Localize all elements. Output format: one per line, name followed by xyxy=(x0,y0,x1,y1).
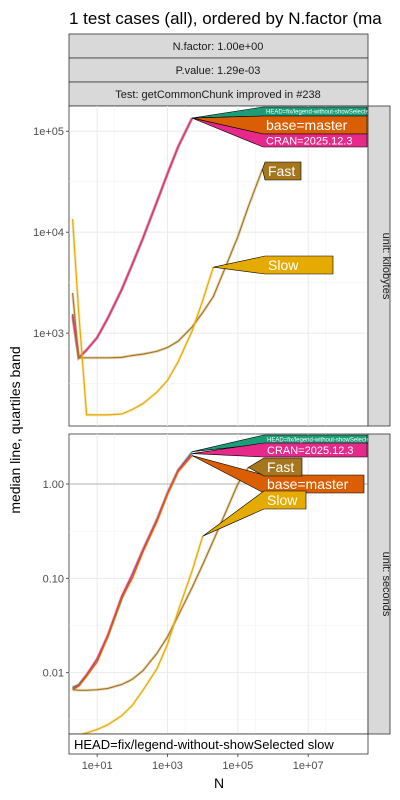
series-line-fast xyxy=(72,467,249,691)
direct-label-shape-cran xyxy=(192,442,368,458)
strip-nfactor: N.factor: 1.00e+00 xyxy=(68,33,369,59)
series-line-slow xyxy=(72,218,214,416)
direct-label-shape-slow xyxy=(202,490,307,537)
strip-pvalue-text: P.value: 1.29e-03 xyxy=(176,65,261,77)
y-axis-title: median line, quartiles band xyxy=(7,346,23,513)
direct-label-head: HEAD=fix/legend-without-showSelected xyxy=(266,110,372,116)
direct-label-base: base=master xyxy=(266,117,348,133)
label-layer: HEAD=fix/legend-without-showSelectedbase… xyxy=(191,106,373,537)
strip-pvalue: P.value: 1.29e-03 xyxy=(68,57,369,83)
series-line-base xyxy=(72,455,193,691)
direct-label-fast: Fast xyxy=(268,163,295,179)
y-tick-label: 0.10 xyxy=(43,573,64,585)
axis-layer: 1e+03 1e+04 1e+05 0.01 0.10 1.00 1e+01 1e+03 1e+… xyxy=(33,126,324,772)
direct-label-cran: CRAN=2025.12.3 xyxy=(267,445,354,457)
strip-nfactor-text: N.factor: 1.00e+00 xyxy=(173,41,264,53)
direct-label-shape-base xyxy=(191,455,365,494)
legend-text: HEAD=fix/legend-without-showSelected slo… xyxy=(74,737,334,752)
direct-label-fast: Fast xyxy=(267,459,294,475)
strip-unit-seconds: unit: seconds xyxy=(367,433,392,735)
y-tick-label: 1e+04 xyxy=(33,227,64,239)
y-tick-label: 0.01 xyxy=(43,668,64,680)
series-layer xyxy=(71,117,264,737)
direct-label-cran: CRAN=2025.12.3 xyxy=(266,135,353,147)
x-tick-label: 1e+07 xyxy=(293,760,324,772)
y-tick-label: 1e+03 xyxy=(33,328,64,340)
direct-label-base: base=master xyxy=(267,476,349,492)
y-tick-label: 1.00 xyxy=(43,479,64,491)
unit-kilobytes-text: unit: kilobytes xyxy=(380,233,392,300)
strip-test-text: Test: getCommonChunk improved in #238 xyxy=(115,89,320,101)
legend-box: HEAD=fix/legend-without-showSelected slo… xyxy=(68,733,369,755)
y-tick-label: 1e+05 xyxy=(33,126,64,138)
x-tick-label: 1e+03 xyxy=(152,760,183,772)
chart-title: 1 test cases (all), ordered by N.factor … xyxy=(69,9,382,28)
x-tick-label: 1e+01 xyxy=(82,760,113,772)
direct-label-head: HEAD=fix/legend-without-showSelected xyxy=(267,438,373,444)
direct-label-slow: Slow xyxy=(268,257,299,273)
strip-test: Test: getCommonChunk improved in #238 xyxy=(68,81,369,107)
direct-label-shape-slow xyxy=(213,255,334,275)
series-line-slow xyxy=(78,536,204,736)
series-line-cran xyxy=(72,117,193,360)
series-line-fast xyxy=(72,169,263,359)
direct-label-slow: Slow xyxy=(267,492,298,508)
unit-seconds-text: unit: seconds xyxy=(380,552,392,617)
x-tick-label: 1e+05 xyxy=(222,760,253,772)
direct-label-shape-fast xyxy=(247,457,303,477)
direct-label-shape-fast xyxy=(262,161,302,181)
x-axis-title: N xyxy=(214,775,224,791)
strip-unit-kilobytes: unit: kilobytes xyxy=(367,105,392,427)
direct-label-shape-cran xyxy=(191,117,368,148)
